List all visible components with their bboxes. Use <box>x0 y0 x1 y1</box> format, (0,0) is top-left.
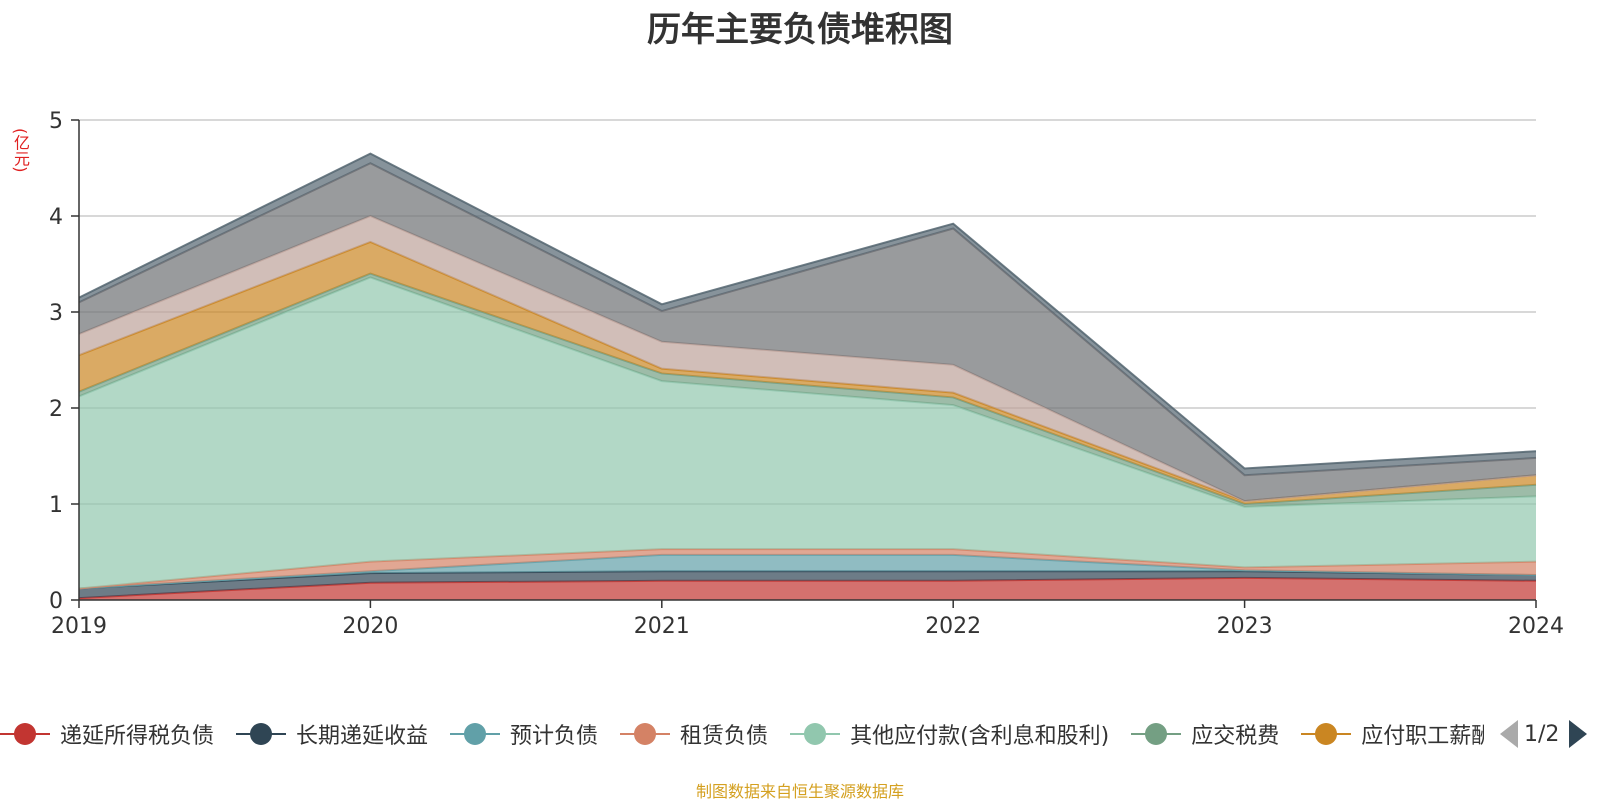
area-series-5 <box>79 277 1536 589</box>
x-tick-label: 2021 <box>634 614 690 639</box>
legend-label: 租赁负债 <box>680 724 769 749</box>
y-axis-unit-label: (亿元) <box>11 127 30 173</box>
legend-marker-icon <box>1301 722 1352 746</box>
y-tick-label: 3 <box>49 301 63 326</box>
legend-next-page-icon[interactable] <box>1569 720 1588 748</box>
legend-label: 预计负债 <box>510 724 599 749</box>
legend-marker-icon <box>620 722 671 746</box>
axes <box>71 119 1537 608</box>
x-tick-label: 2020 <box>342 614 398 639</box>
chart-title: 历年主要负债堆积图 <box>647 10 953 50</box>
area-series-2 <box>79 571 1536 599</box>
legend-item-2[interactable]: 长期递延收益 <box>236 716 428 752</box>
legend-item-1[interactable]: 递延所得税负债 <box>0 716 214 752</box>
legend-items: 递延所得税负债 长期递延收益 预计负债 租赁负债 其他应付款(含利息和股利) 应交税费 应付… <box>0 716 1484 752</box>
legend-marker-icon <box>790 722 841 746</box>
legend-marker-icon <box>1131 722 1182 746</box>
legend-label: 递延所得税负债 <box>60 724 215 749</box>
x-tick-label: 2023 <box>1217 614 1273 639</box>
legend-label: 其他应付款(含利息和股利) <box>850 724 1110 749</box>
x-tick-label: 2019 <box>51 614 107 639</box>
legend-prev-page-icon[interactable] <box>1500 720 1518 748</box>
legend-item-5[interactable]: 其他应付款(含利息和股利) <box>790 716 1109 752</box>
area-series-1 <box>79 577 1536 600</box>
x-tick-label: 2024 <box>1508 614 1564 639</box>
legend-item-4[interactable]: 租赁负债 <box>620 716 768 752</box>
legend-item-6[interactable]: 应交税费 <box>1131 716 1279 752</box>
y-tick-label: 2 <box>49 397 63 422</box>
legend-label: 长期递延收益 <box>296 724 429 749</box>
legend-marker-icon <box>450 722 501 746</box>
area-series-6 <box>79 273 1536 507</box>
data-source-note: 制图数据来自恒生聚源数据库 <box>695 782 904 801</box>
y-tick-label: 1 <box>49 493 63 518</box>
area-series-9 <box>79 163 1536 502</box>
tick-labels: 0 1 2 3 4 5 2019 2020 2021 2022 2023 2024 <box>49 109 1564 639</box>
legend-page-indicator: 1/2 <box>1524 721 1560 747</box>
x-tick-label: 2022 <box>925 614 981 639</box>
y-tick-label: 0 <box>49 589 63 614</box>
legend-marker-icon <box>236 722 287 746</box>
legend-pager: 1/2 <box>1500 716 1588 752</box>
y-tick-label: 5 <box>49 109 63 134</box>
legend-item-7[interactable]: 应付职工薪酬 <box>1301 716 1484 752</box>
legend: 递延所得税负债 长期递延收益 预计负债 租赁负债 其他应付款(含利息和股利) 应交税费 应付… <box>0 716 1600 752</box>
area-series <box>78 152 1537 600</box>
legend-label: 应付职工薪酬 <box>1361 724 1484 749</box>
line-series-10 <box>78 152 1537 470</box>
legend-item-3[interactable]: 预计负债 <box>450 716 598 752</box>
stacked-area-chart: 0 1 2 3 4 5 2019 2020 2021 2022 2023 2024 <box>49 109 1564 639</box>
area-series-8 <box>79 216 1536 502</box>
legend-label: 应交税费 <box>1191 724 1280 749</box>
legend-marker-icon <box>0 722 50 746</box>
y-tick-label: 4 <box>49 205 63 230</box>
